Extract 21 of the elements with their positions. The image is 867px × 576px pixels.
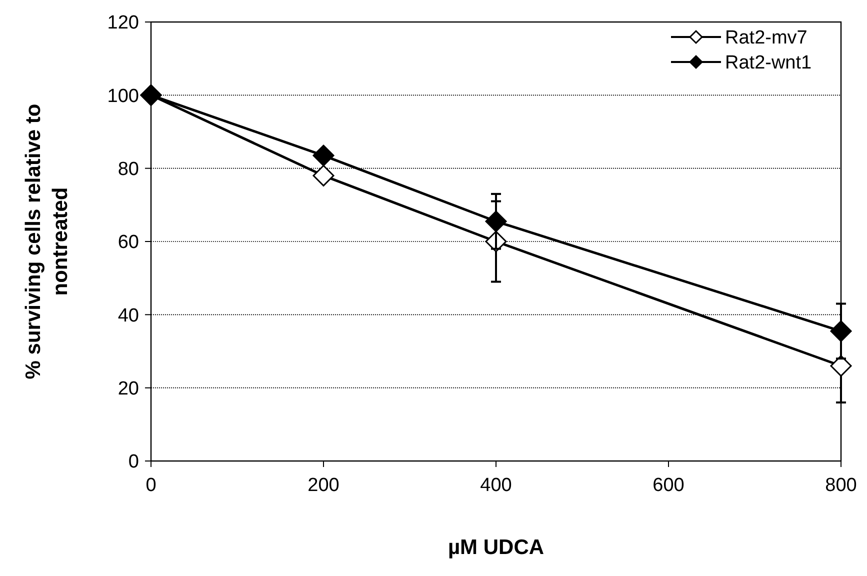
y-tick-label: 80: [118, 158, 139, 180]
legend-label: Rat2-wnt1: [725, 52, 812, 74]
x-axis-title: µM UDCA: [448, 536, 544, 559]
legend-label: Rat2-mv7: [725, 28, 808, 49]
x-tick-label: 0: [146, 475, 156, 496]
y-tick-label: 60: [118, 232, 139, 254]
y-tick-label: 100: [107, 86, 139, 107]
point: [830, 355, 852, 377]
y-tick-label: 40: [118, 305, 139, 326]
x-tick-label: 200: [308, 475, 340, 496]
point: [485, 210, 507, 232]
point: [312, 144, 334, 166]
x-tick-label: 800: [825, 475, 857, 496]
y-tick-label: 0: [128, 452, 139, 473]
y-axis-title: % surviving cells relative to nontreated: [22, 104, 72, 380]
point: [830, 320, 852, 342]
y-tick-label: 120: [107, 12, 139, 34]
point: [312, 164, 334, 186]
x-tick-label: 600: [652, 475, 684, 496]
y-tick-label: 20: [118, 378, 139, 400]
x-tick-label: 400: [480, 475, 512, 496]
